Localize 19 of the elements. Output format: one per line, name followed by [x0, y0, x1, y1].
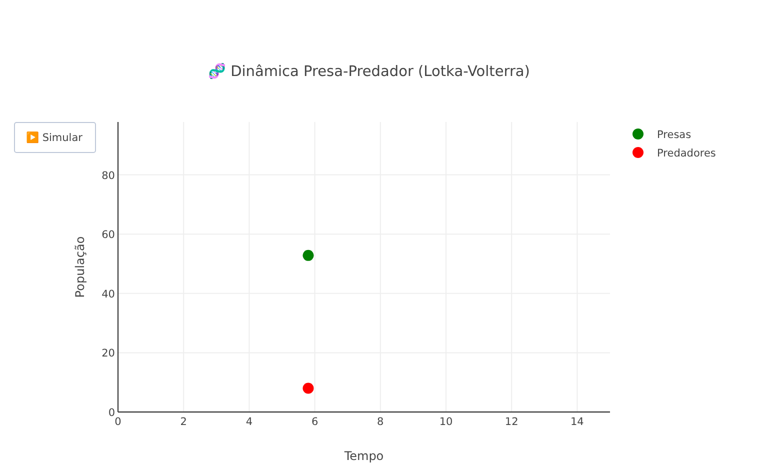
y-tick-label: 80 — [102, 170, 115, 182]
x-tick-label: 2 — [180, 416, 187, 428]
x-axis-title: Tempo — [344, 449, 384, 463]
y-tick-label: 20 — [102, 348, 115, 360]
x-tick-label: 8 — [377, 416, 384, 428]
y-tick-label: 0 — [108, 407, 115, 419]
x-tick-label: 12 — [504, 416, 518, 428]
x-tick-label: 0 — [114, 416, 122, 428]
x-tick-label: 10 — [439, 416, 453, 428]
x-tick-label: 14 — [570, 416, 584, 428]
legend-label: Presas — [657, 129, 692, 141]
x-tick-label: 6 — [311, 416, 318, 428]
title: 🧬 Dinâmica Presa-Predador (Lotka-Volterra) — [208, 64, 530, 80]
y-tick-label: 60 — [102, 229, 115, 242]
x-tick-label: 4 — [246, 416, 253, 428]
button: ▶ Simular — [14, 122, 96, 153]
y-axis-title: População — [73, 236, 87, 298]
legend-label: Predadores — [657, 148, 716, 160]
y-tick-label: 40 — [102, 288, 115, 300]
